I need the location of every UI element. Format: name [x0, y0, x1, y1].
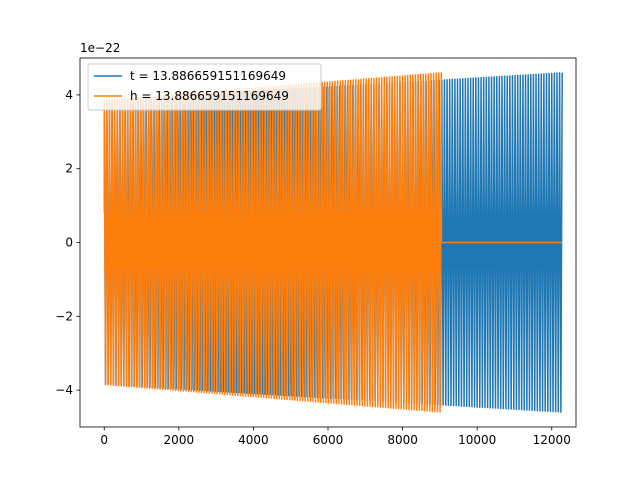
y-tick-label: −4: [55, 383, 73, 397]
x-tick-label: 4000: [238, 433, 269, 447]
y-tick-label: −2: [55, 309, 73, 323]
x-tick-label: 10000: [458, 433, 496, 447]
legend-entry-h: h = 13.886659151169649: [130, 89, 289, 103]
y-axis-offset-label: 1e−22: [80, 41, 120, 55]
series-line-1: [103, 72, 563, 413]
x-tick-label: 6000: [313, 433, 344, 447]
legend-entry-t: t = 13.886659151169649: [130, 69, 286, 83]
legend: t = 13.886659151169649 h = 13.8866591511…: [87, 63, 322, 111]
x-tick-label: 2000: [164, 433, 195, 447]
x-tick-label: 0: [100, 433, 108, 447]
y-tick-label: 0: [65, 236, 73, 250]
legend-box: [87, 63, 322, 111]
y-axis-ticks: −4 −2 0 2 4: [55, 88, 80, 397]
y-tick-label: 4: [65, 88, 73, 102]
series-layer: [103, 72, 563, 413]
x-tick-label: 8000: [387, 433, 418, 447]
x-tick-label: 12000: [533, 433, 571, 447]
x-axis-ticks: 0 2000 4000 6000 8000 10000 12000: [100, 427, 571, 447]
y-tick-label: 2: [65, 162, 73, 176]
